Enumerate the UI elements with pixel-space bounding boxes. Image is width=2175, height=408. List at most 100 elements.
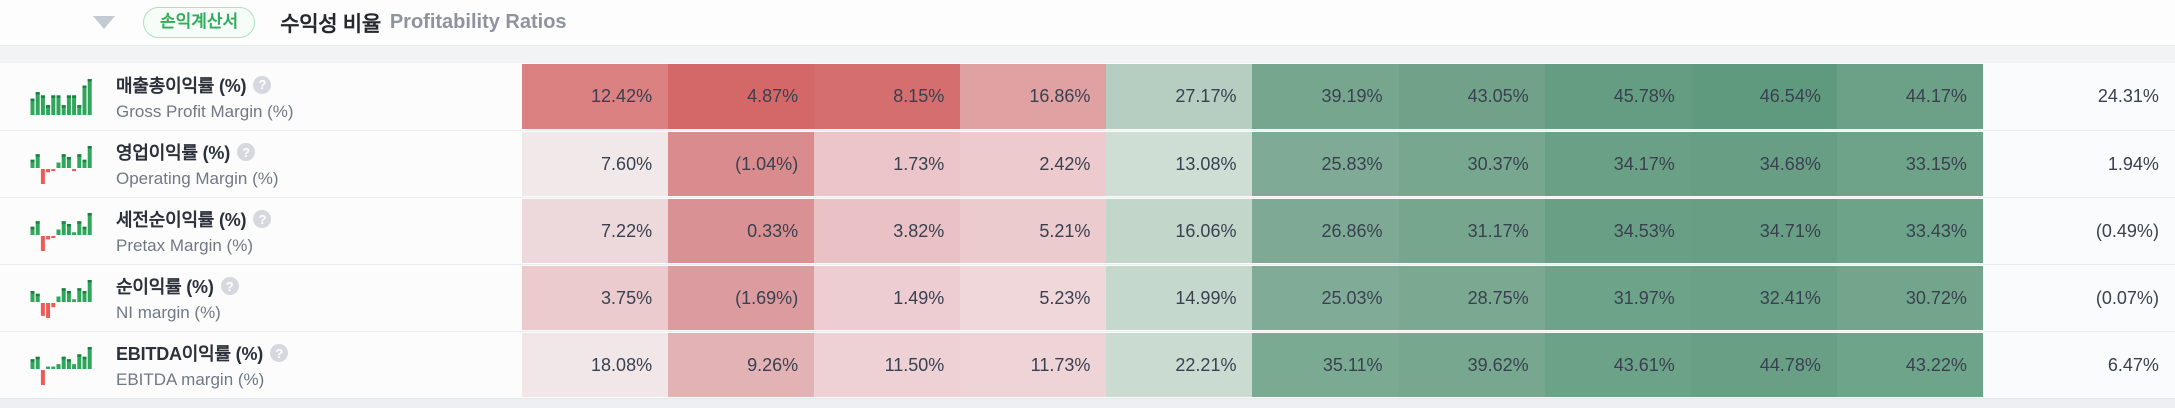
margin-sparkline-icon [30,146,92,184]
help-icon[interactable]: ? [270,344,289,362]
ratio-row: 세전순이익률 (%)? Pretax Margin (%) 7.22% 0.33% 3.… [0,197,2175,264]
ratios-table: 매출총이익률 (%)? Gross Profit Margin (%) 12.42%… [0,63,2175,398]
ratio-heatmap-cell: (1.69%) [668,266,815,330]
ratio-names: 매출총이익률 (%)? Gross Profit Margin (%) [116,72,294,122]
ratio-heatmap-cell: 0.33% [668,199,815,263]
ratio-heatmap-cell: 1.73% [814,132,961,196]
ratio-row: 영업이익률 (%)? Operating Margin (%) 7.60% (1.04… [0,130,2175,197]
ratio-heatmap-cell: 34.53% [1544,199,1691,263]
ratio-heatmap-cell: 11.73% [960,333,1107,397]
ratio-heatmap-cell: 39.62% [1398,333,1545,397]
ratio-value-cells: 7.22% 0.33% 3.82% 5.21% 16.06% 26.86% 31.17% 34… [522,198,2175,264]
ratio-value-cells: 3.75% (1.69%) 1.49% 5.23% 14.99% 25.03% 28.75%… [522,265,2175,331]
ratio-heatmap-cell: 25.03% [1252,266,1399,330]
ratio-heatmap-cell: 34.71% [1690,199,1837,263]
ratio-heatmap-cell: 25.83% [1252,132,1399,196]
ratio-heatmap-cell: 9.26% [668,333,815,397]
ratio-latest-value-cell: 6.47% [1982,333,2175,397]
ratio-name-english: Gross Profit Margin (%) [116,101,294,121]
ratio-name-english: Pretax Margin (%) [116,236,253,255]
ratio-name-korean-text: EBITDA이익률 (%) [116,344,264,364]
ratio-heatmap-cell: 13.08% [1106,132,1253,196]
ratio-name-korean: 순이익률 (%)? [116,273,239,299]
ratio-label-cell: 영업이익률 (%)? Operating Margin (%) [0,131,522,197]
ratio-label-cell: EBITDA이익률 (%)? EBITDA margin (%) [0,332,522,398]
help-icon[interactable]: ? [253,210,272,228]
ratio-latest-value-cell: 1.94% [1982,132,2175,196]
ratio-heatmap-cell: 16.06% [1106,199,1253,263]
ratio-heatmap-cell: 46.54% [1690,64,1837,129]
ratio-heatmap-cell: 33.15% [1836,132,1983,196]
ratio-name-korean-text: 매출총이익률 (%) [116,75,247,96]
ratio-heatmap-cell: 16.86% [960,64,1107,129]
ratio-heatmap-cell: 31.97% [1544,266,1691,330]
ratio-name-korean: 영업이익률 (%)? [116,139,279,165]
ratio-heatmap-cell: 32.41% [1690,266,1837,330]
ratio-heatmap-cell: 7.60% [522,132,669,196]
margin-sparkline-icon [30,78,92,115]
ratio-name-english: NI margin (%) [116,303,221,322]
ratio-heatmap-cell: 7.22% [522,199,669,263]
ratio-heatmap-cell: 35.11% [1252,333,1399,397]
header-table-gap [0,46,2175,63]
ratio-heatmap-cell: 5.23% [960,266,1107,330]
ratio-name-korean-text: 순이익률 (%) [116,277,214,297]
ratio-heatmap-cell: 3.75% [522,266,669,330]
ratio-names: 순이익률 (%)? NI margin (%) [116,273,239,323]
ratio-heatmap-cell: 31.17% [1398,199,1545,263]
ratio-heatmap-cell: 34.68% [1690,132,1837,196]
ratio-name-korean: 매출총이익률 (%)? [116,72,294,98]
ratio-heatmap-cell: 11.50% [814,333,961,397]
ratio-heatmap-cell: 43.22% [1836,333,1983,397]
ratio-heatmap-cell: 8.15% [814,64,961,129]
income-statement-badge[interactable]: 손익계산서 [143,6,256,39]
ratio-latest-value-cell: 24.31% [1982,64,2175,129]
help-icon[interactable]: ? [253,75,272,94]
help-icon[interactable]: ? [220,277,239,295]
section-title-korean: 수익성 비율 [280,12,381,36]
ratio-value-cells: 18.08% 9.26% 11.50% 11.73% 22.21% 35.11% 39.62… [522,332,2175,398]
ratio-label-cell: 순이익률 (%)? NI margin (%) [0,265,522,331]
ratio-heatmap-cell: 4.87% [668,64,815,129]
ratio-names: EBITDA이익률 (%)? EBITDA margin (%) [116,340,289,390]
ratio-name-english: Operating Margin (%) [116,169,279,188]
ratio-row: 순이익률 (%)? NI margin (%) 3.75% (1.69%) 1.49% 5… [0,264,2175,331]
ratio-row: 매출총이익률 (%)? Gross Profit Margin (%) 12.42%… [0,63,2175,130]
ratio-heatmap-cell: 22.21% [1106,333,1253,397]
margin-sparkline-icon [30,280,92,318]
section-title-english: Profitability Ratios [389,11,567,33]
ratio-label-cell: 매출총이익률 (%)? Gross Profit Margin (%) [0,63,522,130]
ratio-heatmap-cell: 2.42% [960,132,1107,196]
ratio-name-korean: EBITDA이익률 (%)? [116,340,289,366]
ratio-heatmap-cell: 18.08% [522,333,669,397]
ratio-name-english: EBITDA margin (%) [116,370,265,389]
ratio-label-cell: 세전순이익률 (%)? Pretax Margin (%) [0,198,522,264]
collapse-triangle-icon[interactable] [93,16,115,29]
ratio-heatmap-cell: 34.17% [1544,132,1691,196]
ratio-heatmap-cell: 30.72% [1836,266,1983,330]
ratio-heatmap-cell: 14.99% [1106,266,1253,330]
ratio-heatmap-cell: 28.75% [1398,266,1545,330]
ratio-latest-value-cell: (0.07%) [1982,266,2175,330]
ratio-value-cells: 12.42% 4.87% 8.15% 16.86% 27.17% 39.19% 43.05%… [522,63,2175,130]
ratio-heatmap-cell: 43.61% [1544,333,1691,397]
ratio-heatmap-cell: 27.17% [1106,64,1253,129]
margin-sparkline-icon [30,213,92,251]
ratio-names: 영업이익률 (%)? Operating Margin (%) [116,139,279,189]
ratio-heatmap-cell: 33.43% [1836,199,1983,263]
margin-sparkline-icon [30,347,92,385]
ratio-heatmap-cell: 26.86% [1252,199,1399,263]
ratio-heatmap-cell: 1.49% [814,266,961,330]
ratio-heatmap-cell: 45.78% [1544,64,1691,129]
help-icon[interactable]: ? [237,143,255,161]
ratio-value-cells: 7.60% (1.04%) 1.73% 2.42% 13.08% 25.83% 30.37%… [522,131,2175,197]
section-bottom-gap [0,398,2175,408]
ratio-heatmap-cell: 44.17% [1836,64,1983,129]
ratio-heatmap-cell: 39.19% [1252,64,1399,129]
ratio-heatmap-cell: 5.21% [960,199,1107,263]
ratio-heatmap-cell: 12.42% [522,64,669,129]
section-header: 손익계산서 수익성 비율 Profitability Ratios [0,0,2175,46]
ratio-name-korean-text: 영업이익률 (%) [116,143,230,163]
ratio-latest-value-cell: (0.49%) [1982,199,2175,263]
